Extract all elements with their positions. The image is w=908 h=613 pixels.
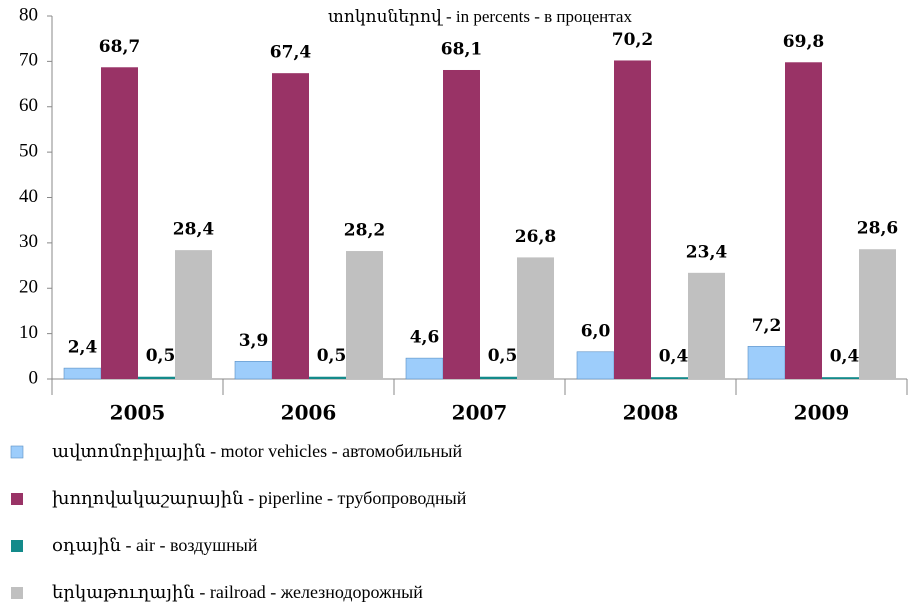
value-label: 6,0 bbox=[581, 321, 611, 341]
bar bbox=[480, 376, 517, 379]
bar bbox=[175, 250, 212, 379]
value-label: 70,2 bbox=[612, 30, 653, 50]
bar bbox=[747, 346, 786, 380]
legend-label: երկաթուղային - railroad - железнодорожны… bbox=[52, 582, 423, 602]
value-label: 28,2 bbox=[344, 221, 385, 241]
legend-label: խողովակաշարային - piperline - трубопрово… bbox=[52, 488, 467, 508]
value-label: 4,6 bbox=[410, 328, 440, 348]
y-tick-label: 70 bbox=[19, 50, 38, 71]
bar bbox=[688, 272, 725, 379]
x-tick-label: 2005 bbox=[110, 401, 166, 425]
bar bbox=[309, 376, 346, 379]
bar bbox=[234, 361, 273, 380]
bar bbox=[101, 67, 138, 380]
bar bbox=[517, 257, 554, 379]
bar bbox=[272, 73, 309, 380]
value-label: 0,4 bbox=[659, 347, 689, 367]
y-tick-label: 0 bbox=[29, 367, 39, 388]
bar bbox=[346, 251, 383, 379]
value-label: 2,4 bbox=[68, 338, 98, 358]
bar bbox=[138, 376, 175, 379]
value-label: 28,6 bbox=[857, 219, 898, 239]
bar bbox=[405, 357, 444, 380]
value-label: 69,8 bbox=[783, 32, 824, 52]
bar bbox=[614, 60, 651, 379]
bar bbox=[443, 69, 480, 379]
x-tick-label: 2006 bbox=[281, 401, 337, 425]
value-label: 0,4 bbox=[830, 347, 860, 367]
y-tick-label: 20 bbox=[19, 277, 38, 298]
legend-label: օդային - air - воздушный bbox=[52, 535, 258, 555]
bar bbox=[822, 377, 859, 379]
y-tick-label: 10 bbox=[19, 322, 38, 343]
chart-title: տոկոսներով - in percents - в процентах bbox=[328, 7, 632, 26]
legend-label: ավտոմոբիլային - motor vehicles - автомоб… bbox=[52, 441, 463, 461]
value-label: 67,4 bbox=[270, 43, 312, 63]
bar bbox=[785, 62, 822, 379]
y-tick-label: 60 bbox=[19, 95, 38, 116]
x-tick-label: 2008 bbox=[623, 401, 679, 425]
bar bbox=[576, 351, 615, 380]
bar bbox=[859, 249, 896, 379]
legend-swatch bbox=[11, 493, 23, 505]
bar bbox=[651, 377, 688, 379]
legend-swatch bbox=[11, 587, 23, 599]
x-tick-label: 2009 bbox=[794, 401, 850, 425]
value-label: 26,8 bbox=[515, 227, 556, 247]
y-tick-label: 30 bbox=[19, 231, 38, 252]
value-label: 7,2 bbox=[752, 316, 782, 336]
legend-swatch bbox=[11, 540, 23, 552]
value-label: 23,4 bbox=[686, 242, 728, 262]
y-tick-label: 40 bbox=[19, 186, 38, 207]
legend-swatch bbox=[10, 445, 24, 459]
value-label: 68,1 bbox=[441, 39, 482, 59]
bar bbox=[63, 367, 102, 380]
y-tick-label: 50 bbox=[19, 140, 38, 161]
value-label: 0,5 bbox=[146, 346, 176, 366]
value-label: 3,9 bbox=[239, 331, 269, 351]
x-tick-label: 2007 bbox=[452, 401, 508, 425]
y-tick-label: 80 bbox=[19, 4, 38, 25]
value-label: 0,5 bbox=[488, 346, 518, 366]
value-label: 28,4 bbox=[173, 220, 215, 240]
value-label: 0,5 bbox=[317, 346, 347, 366]
value-label: 68,7 bbox=[99, 37, 140, 57]
